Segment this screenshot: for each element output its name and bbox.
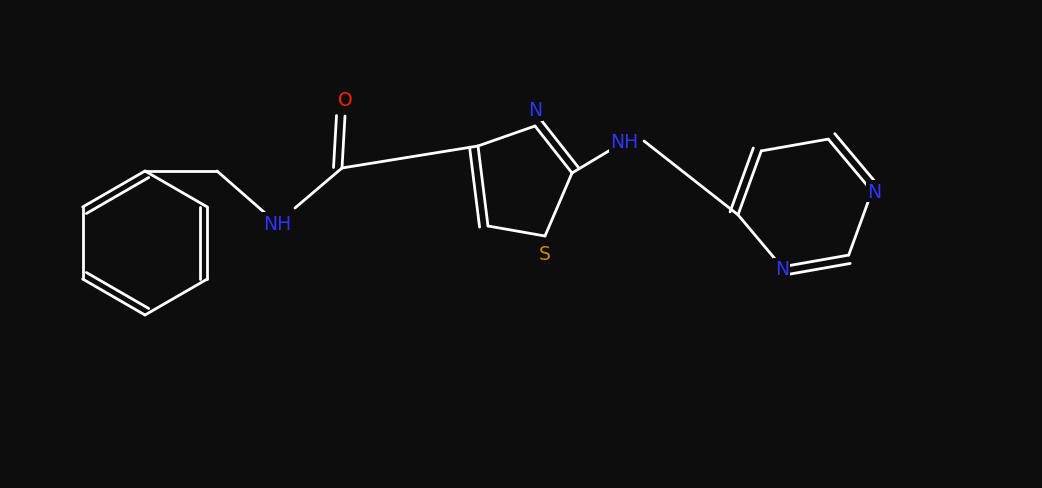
Text: NH: NH xyxy=(610,132,638,151)
Text: N: N xyxy=(528,102,542,120)
Text: NH: NH xyxy=(263,214,291,233)
Text: S: S xyxy=(539,245,551,264)
Text: N: N xyxy=(774,260,789,279)
Text: N: N xyxy=(867,183,882,201)
Text: O: O xyxy=(338,90,352,109)
